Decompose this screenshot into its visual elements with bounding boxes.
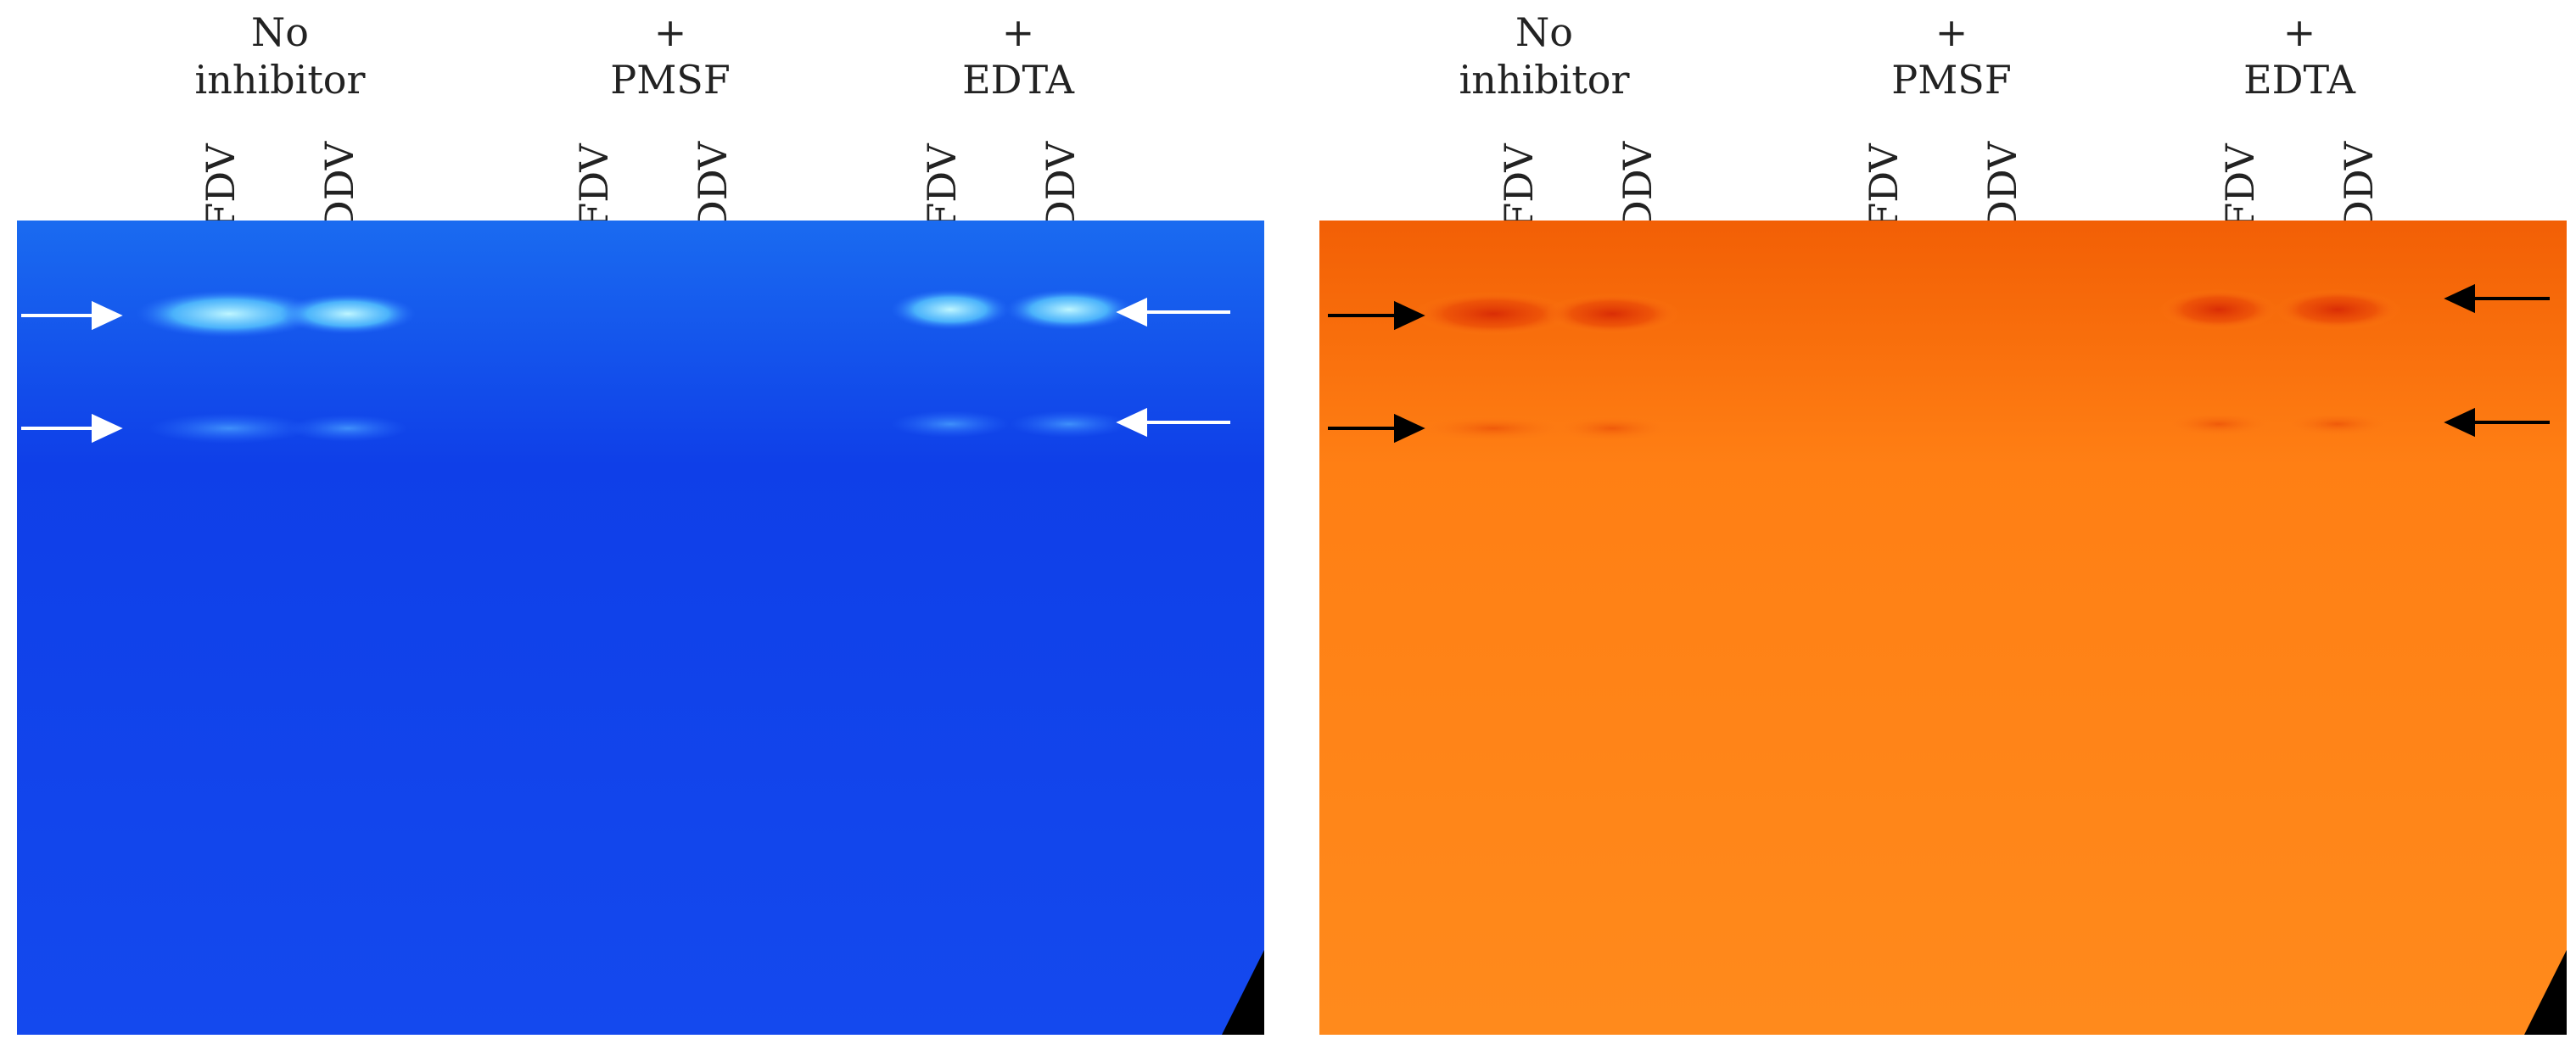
group-label-edta: + EDTA — [962, 9, 1074, 103]
right-arrow-icon — [92, 300, 123, 331]
band-upper-no-inhibitor-ddv — [1544, 293, 1680, 334]
band-lower-edta-fdv — [891, 411, 1010, 438]
right-arrow-icon — [92, 413, 123, 444]
band-lower-edta-ddv — [1010, 411, 1128, 438]
group-label-pmsf: + PMSF — [610, 9, 731, 103]
band-upper-edta-ddv — [1005, 289, 1133, 330]
group-label-no-inhibitor: No inhibitor — [194, 9, 366, 103]
band-lower-no-inhibitor-fdv — [1417, 415, 1570, 442]
left-arrow-icon — [2444, 407, 2475, 438]
gel-background — [1319, 221, 2567, 1035]
group-label-no-inhibitor: No inhibitor — [1459, 9, 1630, 103]
gel-corner-shadow — [2524, 950, 2567, 1035]
zymogram-gel-blue — [17, 221, 1264, 1035]
left-arrow-icon — [1116, 407, 1147, 438]
zymogram-gel-orange — [1319, 221, 2567, 1035]
arrow-group — [21, 297, 1230, 444]
band-lower-edta-ddv — [2282, 411, 2393, 437]
left-arrow-icon — [2444, 283, 2475, 314]
group-label-edta: + EDTA — [2243, 9, 2355, 103]
band-upper-no-inhibitor-fdv — [136, 290, 322, 338]
left-gel-panel: No inhibitor + PMSF + EDTA FDV DDV FDV DDV … — [0, 0, 1273, 1050]
right-arrow-icon — [1394, 300, 1425, 331]
group-label-pmsf: + PMSF — [1891, 9, 2012, 103]
band-lower-no-inhibitor-ddv — [288, 415, 407, 442]
right-gel-panel: No inhibitor + PMSF + EDTA FDV DDV FDV DDV … — [1298, 0, 2576, 1050]
band-lower-no-inhibitor-ddv — [1553, 415, 1672, 442]
right-arrow-icon — [1394, 413, 1425, 444]
band-upper-no-inhibitor-ddv — [280, 293, 416, 334]
band-upper-no-inhibitor-fdv — [1413, 292, 1574, 336]
band-upper-edta-fdv — [2159, 289, 2278, 330]
gel-background — [17, 221, 1264, 1035]
gel-corner-shadow — [1222, 950, 1264, 1035]
band-upper-edta-fdv — [891, 289, 1010, 330]
band-upper-edta-ddv — [2274, 289, 2401, 330]
band-lower-no-inhibitor-fdv — [148, 413, 310, 444]
arrow-group — [1328, 283, 2550, 444]
left-arrow-icon — [1116, 297, 1147, 327]
band-lower-edta-fdv — [2164, 411, 2274, 437]
